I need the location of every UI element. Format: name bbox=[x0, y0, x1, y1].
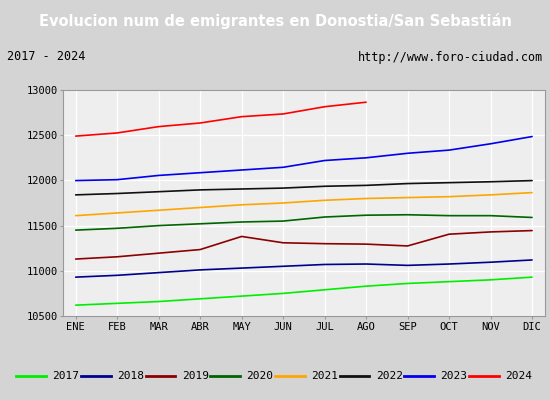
Text: Evolucion num de emigrantes en Donostia/San Sebastián: Evolucion num de emigrantes en Donostia/… bbox=[39, 13, 512, 29]
Text: 2022: 2022 bbox=[376, 371, 403, 381]
Text: 2021: 2021 bbox=[311, 371, 338, 381]
Text: http://www.foro-ciudad.com: http://www.foro-ciudad.com bbox=[358, 50, 543, 64]
Text: 2023: 2023 bbox=[441, 371, 468, 381]
Text: 2017: 2017 bbox=[52, 371, 79, 381]
Text: 2024: 2024 bbox=[505, 371, 532, 381]
Text: 2019: 2019 bbox=[182, 371, 209, 381]
Text: 2018: 2018 bbox=[117, 371, 144, 381]
Text: 2020: 2020 bbox=[246, 371, 273, 381]
Text: 2017 - 2024: 2017 - 2024 bbox=[7, 50, 85, 64]
